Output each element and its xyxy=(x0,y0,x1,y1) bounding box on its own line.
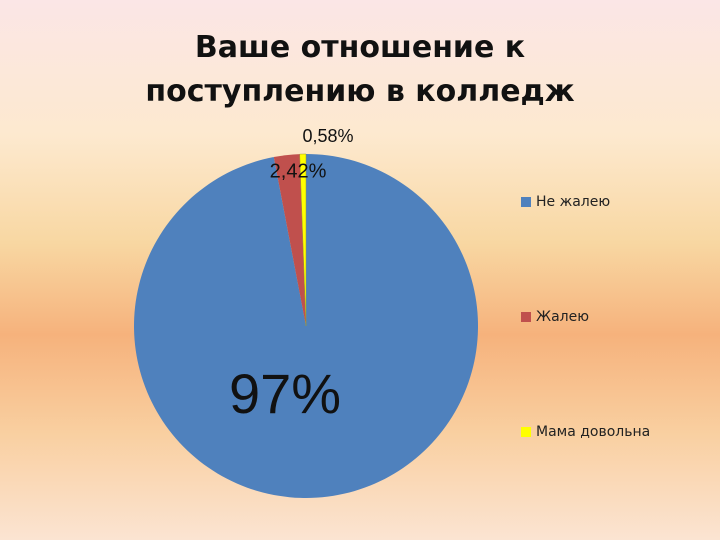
legend-label: Мама довольна xyxy=(536,424,650,440)
data-label: 0,58% xyxy=(302,126,353,146)
legend-swatch xyxy=(521,312,531,322)
legend-label: Не жалею xyxy=(536,194,610,210)
legend-swatch xyxy=(521,197,531,207)
data-label: 2,42% xyxy=(270,160,327,182)
chart-title: Ваше отношение к поступлению в колледж xyxy=(145,30,575,109)
pie-slice xyxy=(299,153,307,327)
pie-slice xyxy=(273,154,306,326)
legend-label: Жалею xyxy=(536,309,589,325)
legend-swatch xyxy=(521,427,531,437)
data-label: 97% xyxy=(229,362,341,425)
